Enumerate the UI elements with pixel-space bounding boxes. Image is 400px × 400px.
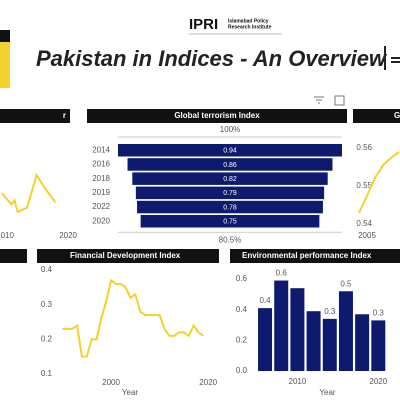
x-axis-label: Year <box>122 388 139 397</box>
funnel-bar <box>137 200 323 214</box>
chart-title: Financial Development Index <box>70 251 181 260</box>
panel-header <box>0 249 27 263</box>
category-label: 2018 <box>92 174 110 183</box>
funnel-bar <box>118 144 342 157</box>
bar <box>322 318 337 371</box>
bar <box>371 320 386 371</box>
line <box>358 151 400 214</box>
panel-header <box>37 249 219 263</box>
y-tick-label: 0.0 <box>236 366 248 375</box>
y-tick-label: 0.54 <box>356 219 372 228</box>
line <box>1 172 57 214</box>
data-label: 0.3 <box>324 307 336 316</box>
funnel-bar <box>140 215 320 228</box>
data-label: 0.79 <box>223 190 237 197</box>
data-label: 0.6 <box>276 269 288 278</box>
corner-bar <box>0 30 10 42</box>
data-label: 0.78 <box>223 204 237 211</box>
x-tick-label: 2010 <box>289 377 307 386</box>
focus-icon[interactable] <box>334 95 345 106</box>
y-tick-label: 0.2 <box>41 334 53 343</box>
funnel-bar <box>135 186 325 200</box>
x-axis-label: Year <box>319 388 336 397</box>
x-tick-label: 2005 <box>358 231 376 240</box>
category-label: 2016 <box>92 160 110 169</box>
y-tick-label: 0.6 <box>236 274 248 283</box>
funnel-top-label: 100% <box>220 125 240 134</box>
panel-header <box>87 109 347 123</box>
data-label: 0.3 <box>373 309 385 318</box>
y-tick-label: 0.2 <box>236 335 248 344</box>
bar <box>274 280 289 371</box>
bar <box>338 291 353 371</box>
institute: Research Institute <box>228 24 272 30</box>
panel-header <box>230 249 400 263</box>
corner-block <box>0 42 10 88</box>
panel-header <box>353 109 400 123</box>
y-tick-label: 0.3 <box>41 300 53 309</box>
x-tick-label: 2020 <box>199 378 217 387</box>
chart-title: r <box>63 111 66 120</box>
y-tick-label: 0.1 <box>41 369 53 378</box>
category-label: 2020 <box>92 216 110 225</box>
line <box>62 278 204 358</box>
filter-icon[interactable] <box>314 96 324 104</box>
x-tick-label: 2000 <box>102 378 120 387</box>
category-label: 2022 <box>92 202 110 211</box>
funnel-bottom-label: 80.5% <box>219 235 242 244</box>
y-tick-label: 0.4 <box>236 305 248 314</box>
data-label: 0.86 <box>223 162 237 169</box>
logo: IPRI <box>189 16 218 33</box>
bar <box>290 288 305 371</box>
chart-title: G <box>394 111 400 120</box>
chart-title: Global terrorism Index <box>174 111 260 120</box>
y-tick-label: 0.55 <box>356 181 372 190</box>
institute: Islamabad Policy <box>228 18 269 24</box>
funnel-bar <box>132 172 328 185</box>
y-tick-label: 0.56 <box>356 143 372 152</box>
y-tick-label: 0.4 <box>41 265 53 274</box>
data-label: 0.4 <box>259 296 271 305</box>
x-tick-label: 2020 <box>369 377 387 386</box>
page-title: Pakistan in Indices - An Overview <box>36 46 388 71</box>
panel-header <box>0 109 70 123</box>
data-label: 0.94 <box>223 148 237 155</box>
data-label: 0.75 <box>223 219 237 226</box>
data-label: 0.5 <box>340 279 352 288</box>
category-label: 2019 <box>92 188 110 197</box>
data-label: 0.82 <box>223 176 237 183</box>
x-tick-label: 2020 <box>59 231 77 240</box>
bar <box>355 314 370 371</box>
funnel-bar <box>127 158 333 171</box>
bar <box>306 311 321 371</box>
icon <box>384 46 400 70</box>
chart-title: Environmental performance Index <box>242 251 372 260</box>
x-tick-label: 2010 <box>0 231 14 240</box>
bar <box>258 308 273 371</box>
category-label: 2014 <box>92 145 110 154</box>
